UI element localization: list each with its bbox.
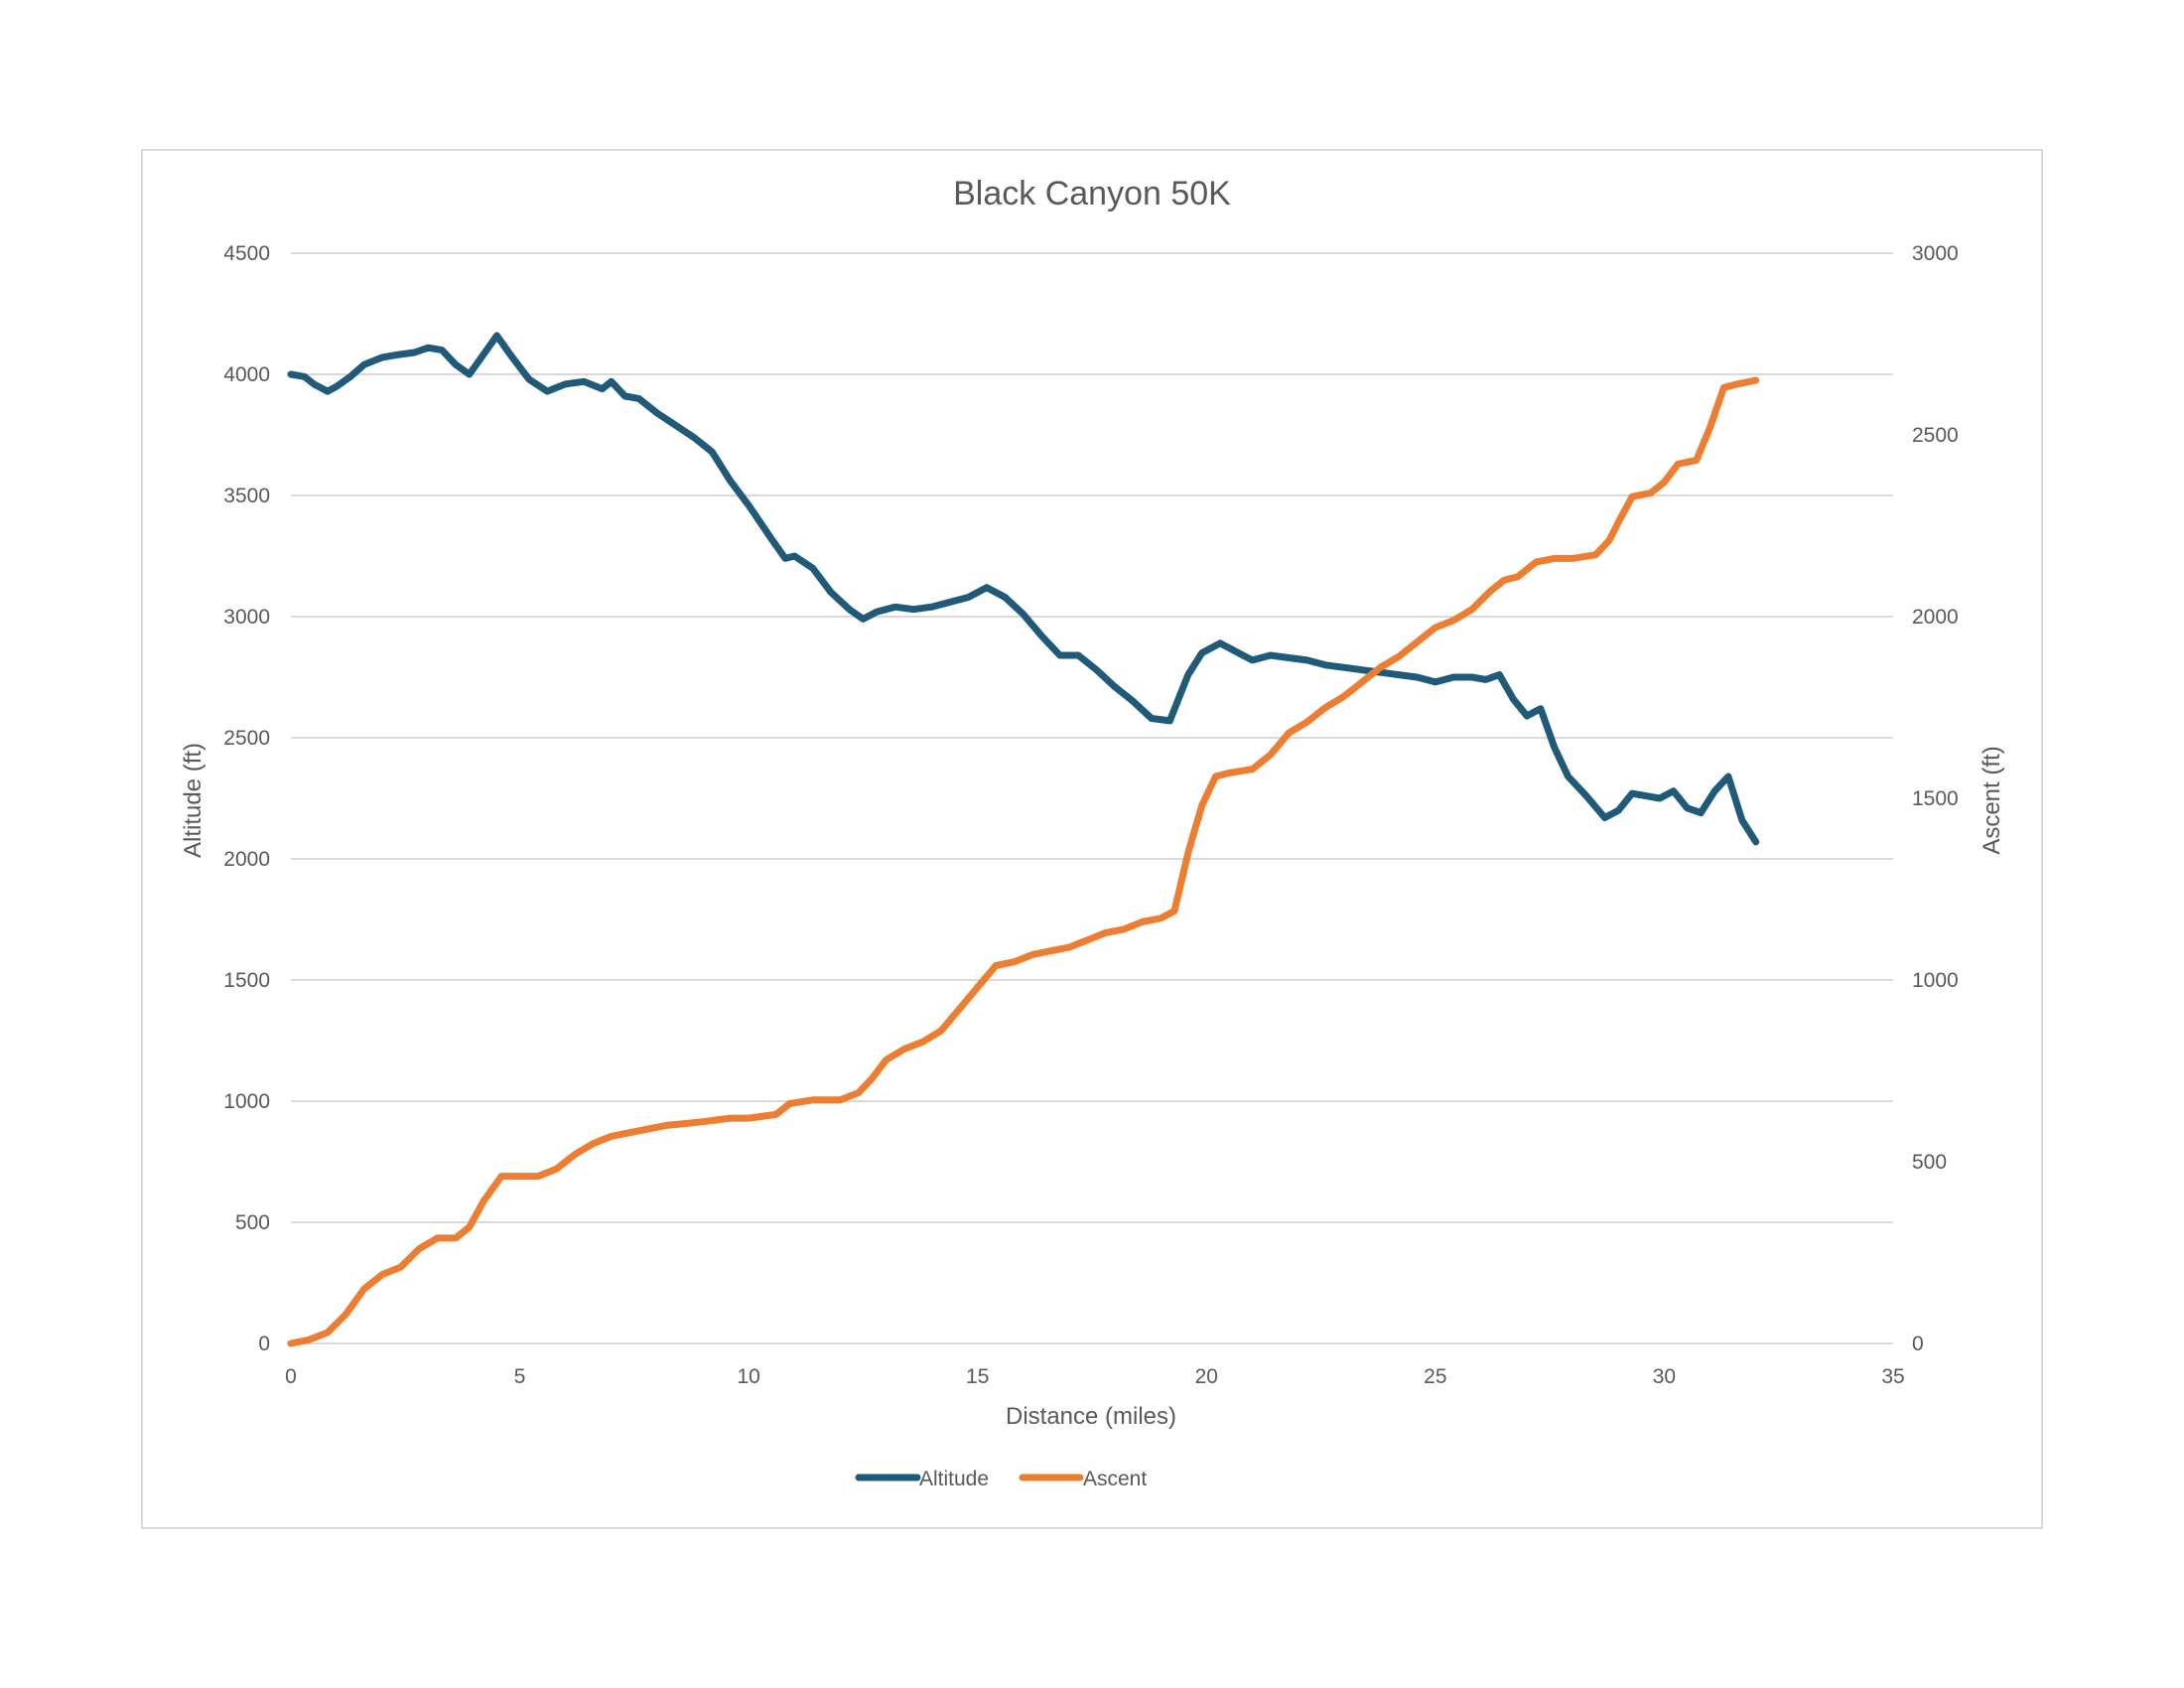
y2-tick-label: 2500 — [1912, 424, 1959, 447]
y-tick-label: 0 — [258, 1333, 270, 1355]
series-line-ascent — [287, 376, 1760, 1347]
y-tick-label: 4500 — [223, 242, 270, 265]
x-tick-label: 15 — [966, 1365, 989, 1388]
series-line-altitude — [287, 332, 1760, 846]
x-axis-ticks: 0 5 10 15 20 25 30 35 — [285, 1365, 1905, 1388]
y2-tick-label: 3000 — [1912, 242, 1959, 265]
y-tick-label: 2500 — [223, 727, 270, 750]
y-tick-label: 1500 — [223, 969, 270, 992]
y2-tick-label: 1000 — [1912, 969, 1959, 992]
chart-frame — [141, 149, 2043, 1529]
y-axis-ticks: 0 500 1000 1500 2000 2500 3000 3500 4000 4500 — [223, 242, 270, 1355]
y-tick-label: 4000 — [223, 363, 270, 386]
series-lines — [287, 332, 1760, 1347]
y2-tick-label: 500 — [1912, 1151, 1947, 1174]
x-tick-label: 30 — [1653, 1365, 1676, 1388]
y2-tick-label: 0 — [1912, 1333, 1924, 1355]
y2-axis-title: Ascent (ft) — [1979, 746, 2005, 854]
x-tick-label: 5 — [514, 1365, 526, 1388]
x-tick-label: 25 — [1424, 1365, 1446, 1388]
legend-label-altitude: Altitude — [919, 1468, 989, 1490]
y2-tick-label: 2000 — [1912, 606, 1959, 629]
gridlines — [291, 252, 1893, 1344]
y-axis-title: Altitude (ft) — [180, 743, 206, 858]
x-tick-label: 35 — [1881, 1365, 1904, 1388]
legend-label-ascent: Ascent — [1083, 1468, 1147, 1490]
x-tick-label: 10 — [737, 1365, 759, 1388]
x-tick-label: 0 — [285, 1365, 297, 1388]
x-axis-title: Distance (miles) — [1006, 1403, 1176, 1430]
y-tick-label: 3000 — [223, 606, 270, 629]
chart-title: Black Canyon 50K — [953, 175, 1231, 212]
y-tick-label: 1000 — [223, 1090, 270, 1113]
x-tick-label: 20 — [1195, 1365, 1218, 1388]
y-tick-label: 500 — [235, 1211, 270, 1234]
y2-axis-ticks: 0 500 1000 1500 2000 2500 3000 — [1912, 242, 1959, 1355]
y-tick-label: 3500 — [223, 485, 270, 507]
legend: Altitude Ascent — [855, 1468, 1147, 1490]
y2-tick-label: 1500 — [1912, 787, 1959, 810]
y-tick-label: 2000 — [223, 848, 270, 871]
